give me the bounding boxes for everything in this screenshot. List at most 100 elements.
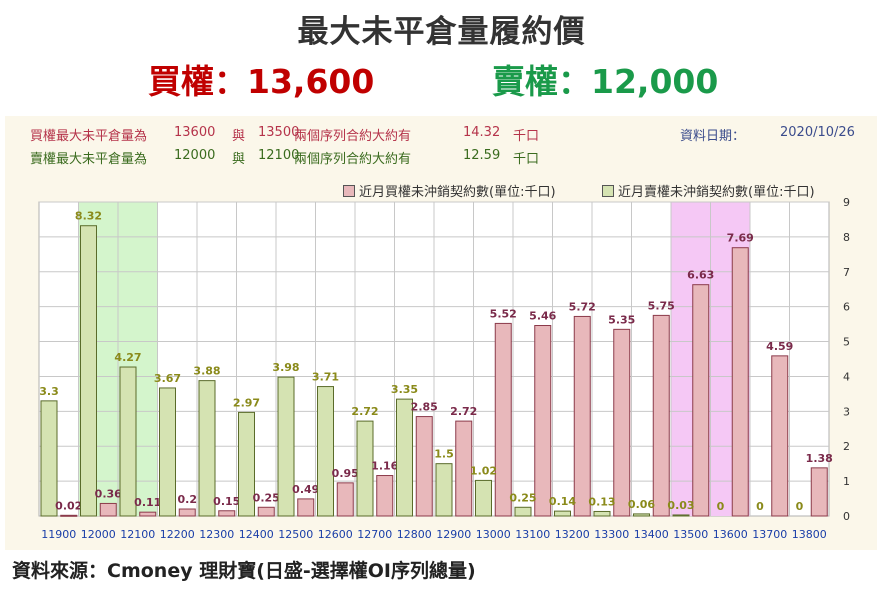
- call-value-label: 1.38: [806, 452, 833, 465]
- call-value-label: 5.35: [608, 313, 635, 326]
- put-value-label: 0.25: [509, 491, 536, 504]
- y-tick-label: 4: [843, 370, 850, 383]
- call-bar: [771, 355, 789, 517]
- data-source-footer: 資料來源：Cmoney 理財寶(日盛-選擇權OI序列總量): [12, 560, 476, 582]
- y-tick-label: 9: [843, 196, 850, 209]
- put-info-conj: 與: [232, 152, 246, 167]
- call-bar: [731, 247, 749, 517]
- put-bar: [238, 411, 255, 517]
- call-info-label: 買權最大未平倉量為: [30, 129, 148, 144]
- call-value-label: 0.95: [332, 467, 359, 480]
- call-bar: [573, 315, 591, 517]
- x-tick-label: 13100: [515, 528, 550, 541]
- call-value-label: 0.02: [55, 499, 82, 512]
- date-label: 資料日期：: [680, 129, 746, 144]
- legend-put: 近月賣權未沖銷契約數(單位:千口): [602, 181, 815, 200]
- call-bar: [297, 498, 315, 517]
- call-value-label: 7.69: [727, 232, 754, 245]
- call-value-label: 0.15: [213, 495, 240, 508]
- date-value: 2020/10/26: [780, 125, 855, 140]
- x-tick-label: 12900: [436, 528, 471, 541]
- x-tick-label: 11900: [41, 528, 76, 541]
- x-tick-label: 13500: [673, 528, 708, 541]
- call-bar: [336, 482, 354, 517]
- x-tick-label: 13000: [476, 528, 511, 541]
- y-tick-label: 0: [843, 510, 850, 523]
- put-bar: [593, 510, 611, 517]
- put-max-oi-headline: 賣權：12,000: [492, 62, 719, 101]
- put-bar: [672, 514, 690, 517]
- call-bar: [139, 511, 157, 517]
- call-value-label: 0.49: [292, 483, 319, 496]
- call-bar: [178, 508, 196, 517]
- put-info-desc: 兩個序列合約大約有: [294, 152, 412, 167]
- call-value-label: 0.36: [95, 487, 122, 500]
- y-tick-label: 1: [843, 475, 850, 488]
- call-value-label: 1.16: [371, 460, 398, 473]
- put-info-label: 賣權最大未平倉量為: [30, 152, 148, 167]
- call-value-label: 2.85: [411, 401, 438, 414]
- y-tick-label: 8: [843, 231, 850, 244]
- y-tick-label: 5: [843, 336, 850, 349]
- call-bar: [613, 328, 631, 517]
- call-info-strike2: 13500: [258, 125, 300, 140]
- put-value-label: 1.5: [434, 448, 454, 461]
- call-value-label: 2.72: [450, 405, 477, 418]
- call-value-label: 5.75: [648, 299, 675, 312]
- x-tick-label: 13300: [594, 528, 629, 541]
- put-value-label: 3.3: [39, 385, 59, 398]
- x-tick-label: 13200: [555, 528, 590, 541]
- put-bar: [317, 386, 334, 517]
- put-bar: [554, 510, 571, 517]
- call-value-label: 0.11: [134, 496, 161, 509]
- x-tick-label: 12200: [160, 528, 195, 541]
- call-value-label: 5.72: [569, 300, 596, 313]
- x-tick-label: 12300: [199, 528, 234, 541]
- x-tick-label: 12800: [397, 528, 432, 541]
- put-bar: [356, 420, 374, 517]
- put-info-strike2: 12100: [258, 148, 300, 163]
- put-bar: [475, 479, 492, 517]
- put-value-label: 0: [756, 500, 764, 513]
- y-tick-label: 2: [843, 440, 850, 453]
- put-value-label: 0: [796, 500, 804, 513]
- y-tick-label: 7: [843, 266, 850, 279]
- put-bar: [119, 366, 137, 517]
- put-bar: [80, 225, 97, 517]
- put-value-label: 4.27: [114, 351, 141, 364]
- call-info-value: 14.32: [463, 125, 501, 140]
- x-tick-label: 13700: [752, 528, 787, 541]
- page-title: 最大未平倉量履約價: [297, 14, 586, 50]
- put-info-unit: 千口: [513, 152, 540, 167]
- put-info-strike1: 12000: [174, 148, 216, 163]
- put-value-label: 0: [717, 500, 725, 513]
- call-value-label: 5.46: [529, 310, 556, 323]
- call-info-conj: 與: [232, 129, 246, 144]
- call-info-desc: 兩個序列合約大約有: [294, 129, 412, 144]
- put-value-label: 3.35: [391, 383, 418, 396]
- y-tick-label: 3: [843, 405, 850, 418]
- call-bar: [415, 416, 433, 517]
- y-tick-label: 6: [843, 301, 850, 314]
- call-bar: [810, 467, 828, 517]
- call-value-label: 5.52: [490, 307, 517, 320]
- call-bar: [455, 420, 473, 517]
- x-tick-label: 12000: [81, 528, 116, 541]
- call-bar: [692, 284, 710, 517]
- call-bar: [218, 510, 236, 517]
- put-bar: [396, 398, 413, 517]
- put-value-label: 3.88: [193, 365, 220, 378]
- x-tick-label: 13400: [634, 528, 669, 541]
- call-value-label: 4.59: [766, 340, 793, 353]
- put-value-label: 2.72: [351, 405, 378, 418]
- legend-call: 近月買權未沖銷契約數(單位:千口): [343, 181, 556, 200]
- x-tick-label: 12600: [318, 528, 353, 541]
- call-max-oi-headline: 買權：13,600: [148, 62, 375, 101]
- call-bar: [652, 314, 670, 517]
- call-bar: [257, 506, 275, 517]
- call-info-unit: 千口: [513, 129, 540, 144]
- put-value-label: 3.67: [154, 372, 181, 385]
- x-tick-label: 12700: [357, 528, 392, 541]
- put-bar: [435, 463, 453, 517]
- put-value-label: 1.02: [470, 464, 497, 477]
